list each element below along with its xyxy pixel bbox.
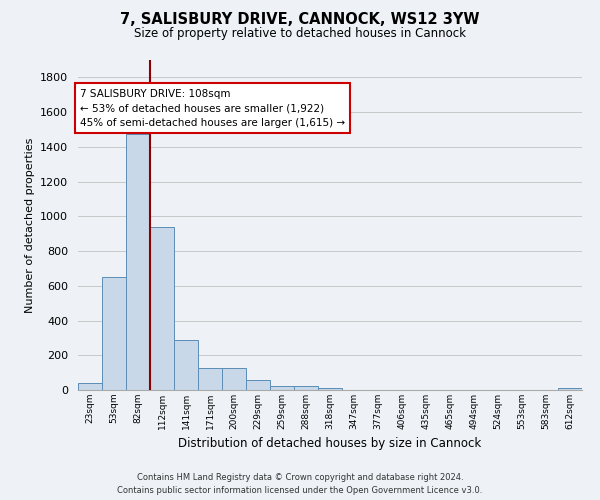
Bar xyxy=(150,228,174,390)
Bar xyxy=(198,368,222,390)
Bar xyxy=(102,277,126,390)
Bar xyxy=(270,386,294,390)
Bar xyxy=(126,134,150,390)
Bar xyxy=(222,368,246,390)
Bar xyxy=(318,388,342,390)
X-axis label: Distribution of detached houses by size in Cannock: Distribution of detached houses by size … xyxy=(178,438,482,450)
Bar xyxy=(558,388,582,390)
Bar xyxy=(294,386,318,390)
Bar xyxy=(174,340,198,390)
Y-axis label: Number of detached properties: Number of detached properties xyxy=(25,138,35,312)
Text: 7, SALISBURY DRIVE, CANNOCK, WS12 3YW: 7, SALISBURY DRIVE, CANNOCK, WS12 3YW xyxy=(120,12,480,28)
Bar xyxy=(246,380,270,390)
Text: Contains HM Land Registry data © Crown copyright and database right 2024.
Contai: Contains HM Land Registry data © Crown c… xyxy=(118,474,482,495)
Text: 7 SALISBURY DRIVE: 108sqm
← 53% of detached houses are smaller (1,922)
45% of se: 7 SALISBURY DRIVE: 108sqm ← 53% of detac… xyxy=(80,88,345,128)
Bar xyxy=(78,384,102,390)
Text: Size of property relative to detached houses in Cannock: Size of property relative to detached ho… xyxy=(134,28,466,40)
